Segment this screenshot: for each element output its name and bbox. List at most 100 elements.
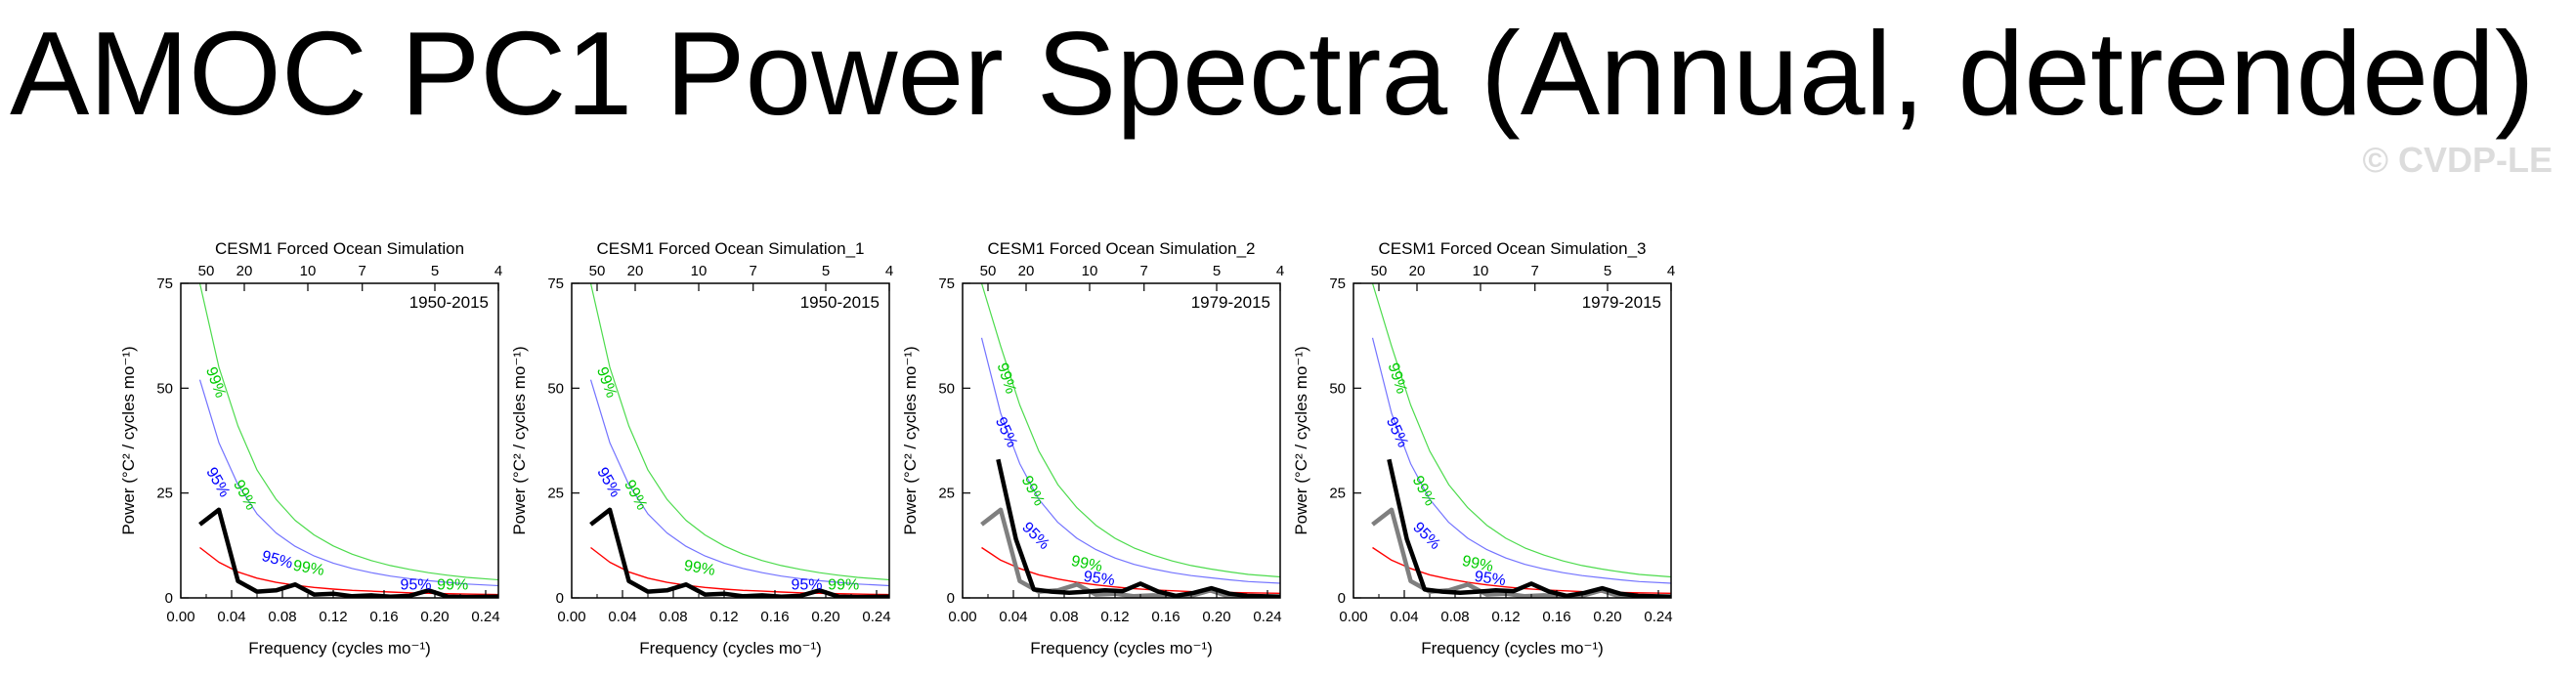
top-tick-label: 20 bbox=[1018, 263, 1035, 279]
top-tick-label: 50 bbox=[198, 263, 215, 279]
y-tick-label: 25 bbox=[1329, 486, 1346, 502]
y-tick-label: 75 bbox=[156, 275, 173, 292]
top-tick-label: 10 bbox=[300, 263, 317, 279]
y-tick-label: 25 bbox=[938, 486, 955, 502]
top-tick-label: 20 bbox=[236, 263, 253, 279]
top-tick-label: 7 bbox=[750, 263, 757, 279]
confidence-label-ci95: 95% bbox=[992, 415, 1020, 450]
confidence-label-ci95: 95% bbox=[593, 465, 623, 500]
series-line-ci99 bbox=[198, 283, 498, 581]
top-tick-label: 5 bbox=[431, 263, 439, 279]
series-line-observed bbox=[198, 507, 498, 598]
x-tick-label: 0.00 bbox=[1339, 609, 1367, 625]
y-tick-label: 0 bbox=[165, 590, 173, 607]
top-tick-label: 50 bbox=[980, 263, 997, 279]
x-tick-label: 0.16 bbox=[1542, 609, 1570, 625]
confidence-label-ci99: 99% bbox=[437, 576, 468, 593]
confidence-label-ci95: 95% bbox=[1474, 569, 1507, 589]
x-tick-label: 0.08 bbox=[1050, 609, 1078, 625]
top-tick-label: 50 bbox=[1371, 263, 1388, 279]
confidence-label-ci95: 95% bbox=[1383, 415, 1411, 450]
confidence-label-ci99: 99% bbox=[621, 478, 650, 513]
top-tick-label: 5 bbox=[1213, 263, 1221, 279]
top-tick-label: 4 bbox=[1276, 263, 1284, 279]
top-tick-label: 20 bbox=[627, 263, 644, 279]
y-tick-label: 50 bbox=[1329, 380, 1346, 397]
y-tick-label: 75 bbox=[938, 275, 955, 292]
top-tick-label: 20 bbox=[1409, 263, 1426, 279]
watermark: © CVDP-LE bbox=[2362, 140, 2553, 180]
x-tick-label: 0.20 bbox=[811, 609, 839, 625]
x-tick-label: 0.12 bbox=[709, 609, 738, 625]
period-label: 1950-2015 bbox=[800, 293, 880, 312]
x-tick-label: 0.00 bbox=[557, 609, 585, 625]
series-line-ci99 bbox=[1371, 283, 1671, 578]
top-tick-label: 10 bbox=[1473, 263, 1489, 279]
y-tick-label: 0 bbox=[947, 590, 955, 607]
top-tick-label: 10 bbox=[1082, 263, 1098, 279]
y-tick-label: 75 bbox=[1329, 275, 1346, 292]
y-tick-label: 50 bbox=[938, 380, 955, 397]
x-axis-label: Frequency (cycles mo⁻¹) bbox=[1030, 639, 1213, 657]
panel-title: CESM1 Forced Ocean Simulation bbox=[215, 239, 464, 258]
series-line-observed bbox=[1387, 458, 1671, 598]
confidence-label-ci99: 99% bbox=[1461, 553, 1495, 575]
series-group bbox=[589, 283, 889, 598]
y-tick-label: 75 bbox=[547, 275, 564, 292]
confidence-label-ci95: 95% bbox=[791, 576, 822, 593]
plot-frame bbox=[180, 282, 499, 599]
x-tick-label: 0.08 bbox=[268, 609, 296, 625]
spectrum-panel-3: 99%95%99%95%99%95%0.00 0.04 0.08 0.12 0.16 0.… bbox=[901, 239, 1284, 657]
plot-frame bbox=[962, 282, 1281, 599]
x-tick-label: 0.20 bbox=[1593, 609, 1621, 625]
confidence-label-ci95: 95% bbox=[260, 548, 294, 572]
top-tick-label: 5 bbox=[822, 263, 830, 279]
series-group bbox=[1371, 283, 1671, 598]
spectrum-panel-2: 99%95%99%99%95% 99%0.00 0.04 0.08 0.12 0.16 0.… bbox=[510, 239, 893, 657]
panel-title: CESM1 Forced Ocean Simulation_1 bbox=[596, 239, 864, 258]
spectrum-panel-1: 99%95%99%95%99%95% 99%0.00 0.04 0.08 0.12 0.1… bbox=[119, 239, 502, 657]
top-tick-label: 7 bbox=[359, 263, 366, 279]
x-tick-label: 0.12 bbox=[1491, 609, 1520, 625]
x-tick-label: 0.04 bbox=[1390, 609, 1418, 625]
panel-title: CESM1 Forced Ocean Simulation_2 bbox=[987, 239, 1255, 258]
confidence-label-ci99: 99% bbox=[292, 558, 325, 579]
period-label: 1979-2015 bbox=[1582, 293, 1661, 312]
series-line-ci95 bbox=[1371, 337, 1671, 584]
y-axis-label: Power (°C² / cycles mo⁻¹) bbox=[119, 346, 138, 534]
x-tick-label: 0.24 bbox=[471, 609, 499, 625]
x-tick-label: 0.20 bbox=[1202, 609, 1230, 625]
confidence-label-ci95: 95% bbox=[202, 465, 233, 500]
x-tick-label: 0.24 bbox=[862, 609, 890, 625]
confidence-label-ci95: 95% bbox=[1409, 519, 1443, 553]
x-tick-label: 0.16 bbox=[760, 609, 789, 625]
y-axis-label: Power (°C² / cycles mo⁻¹) bbox=[901, 346, 920, 534]
top-tick-label: 7 bbox=[1140, 263, 1148, 279]
y-tick-label: 0 bbox=[556, 590, 564, 607]
y-tick-label: 50 bbox=[156, 380, 173, 397]
spectrum-panel-4: 99%95%99%95%99%95%0.00 0.04 0.08 0.12 0.16 0.… bbox=[1292, 239, 1675, 657]
x-tick-label: 0.08 bbox=[1440, 609, 1469, 625]
x-tick-label: 0.24 bbox=[1644, 609, 1672, 625]
period-label: 1979-2015 bbox=[1191, 293, 1270, 312]
period-label: 1950-2015 bbox=[409, 293, 489, 312]
x-tick-label: 0.00 bbox=[166, 609, 194, 625]
confidence-label-ci95: 95% bbox=[1018, 519, 1052, 553]
confidence-label-ci99: 99% bbox=[593, 365, 620, 401]
confidence-label-ci99: 99% bbox=[1385, 360, 1410, 396]
x-tick-label: 0.24 bbox=[1253, 609, 1281, 625]
y-tick-label: 50 bbox=[547, 380, 564, 397]
top-tick-label: 10 bbox=[691, 263, 708, 279]
confidence-label-ci99: 99% bbox=[994, 360, 1019, 396]
top-tick-label: 4 bbox=[1667, 263, 1675, 279]
top-tick-label: 5 bbox=[1604, 263, 1611, 279]
confidence-label-ci99: 99% bbox=[828, 576, 859, 593]
x-tick-label: 0.12 bbox=[319, 609, 347, 625]
plot-frame bbox=[1352, 282, 1672, 599]
x-tick-label: 0.12 bbox=[1100, 609, 1129, 625]
top-tick-label: 50 bbox=[589, 263, 606, 279]
series-line-observed bbox=[996, 458, 1280, 598]
x-axis-label: Frequency (cycles mo⁻¹) bbox=[639, 639, 822, 657]
x-axis-label: Frequency (cycles mo⁻¹) bbox=[1421, 639, 1604, 657]
y-axis-label: Power (°C² / cycles mo⁻¹) bbox=[510, 346, 529, 534]
